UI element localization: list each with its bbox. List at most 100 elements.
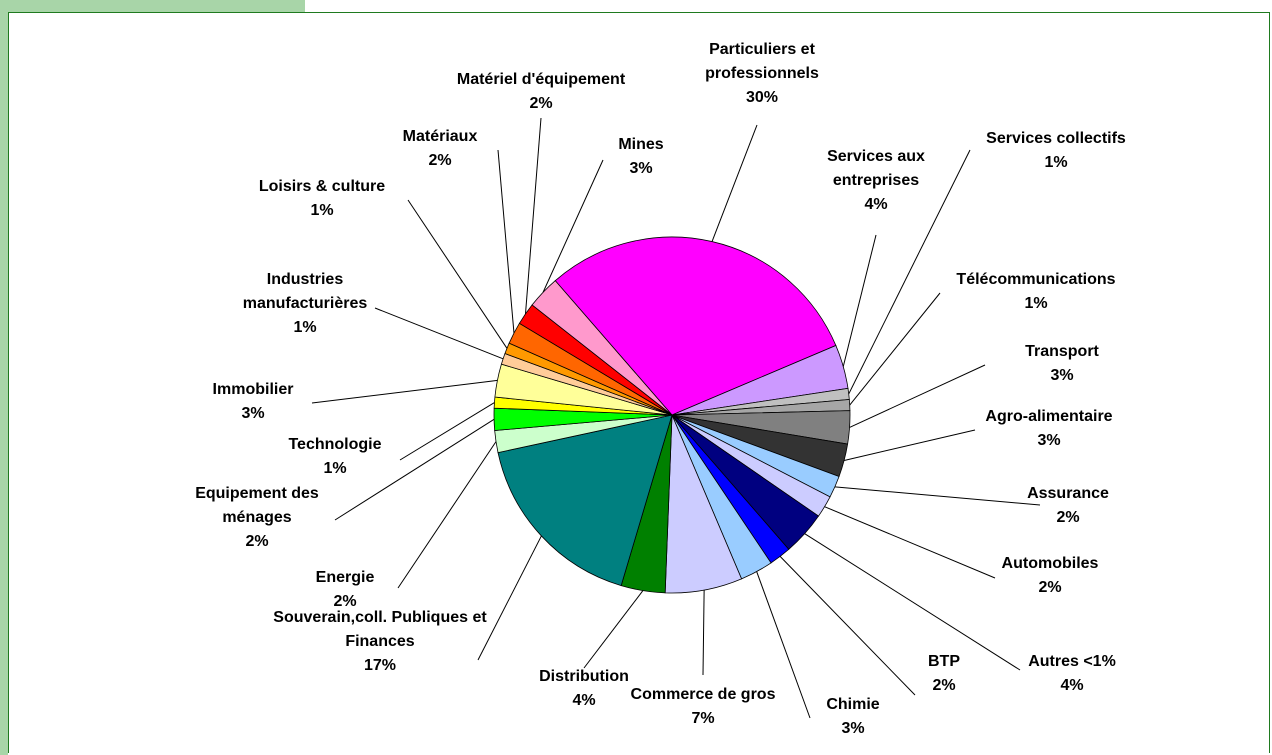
category-name: Télécommunications	[956, 271, 1116, 288]
leader-line	[399, 402, 495, 461]
leader-line	[842, 234, 877, 367]
pie-slice	[554, 236, 837, 416]
leader-line	[702, 590, 705, 676]
slice-label: Services aux entreprises 4%	[816, 145, 936, 217]
category-name: Transport	[1025, 343, 1099, 360]
value-label: 2%	[333, 593, 357, 610]
value-label: 4%	[1060, 677, 1084, 694]
slice-label: BTP 2%	[914, 650, 974, 698]
pie-slice	[531, 280, 673, 416]
category-name: Assurance	[1027, 485, 1109, 502]
category-name: Services collectifs	[986, 130, 1126, 147]
slice-label: Télécommunications 1%	[936, 268, 1136, 316]
leader-line	[779, 556, 916, 696]
value-label: 4%	[864, 196, 888, 213]
leader-line	[843, 429, 976, 461]
value-label: 4%	[572, 692, 596, 709]
slice-label: Transport 3%	[1002, 340, 1122, 388]
slice-label: Immobilier 3%	[193, 378, 313, 426]
category-name: Mines	[618, 136, 664, 153]
category-name: Equipement des ménages	[195, 485, 319, 526]
side-bar	[0, 0, 8, 755]
slice-label: Autres <1% 4%	[1012, 650, 1132, 698]
leader-line	[497, 149, 515, 334]
category-name: Services aux entreprises	[827, 148, 925, 189]
value-label: 3%	[1037, 432, 1061, 449]
value-label: 2%	[1056, 509, 1080, 526]
category-name: Commerce de gros	[630, 686, 776, 703]
value-label: 3%	[241, 405, 265, 422]
category-name: Matériaux	[402, 128, 478, 145]
slice-label: Distribution 4%	[529, 665, 639, 713]
value-label: 3%	[629, 160, 653, 177]
value-label: 1%	[293, 319, 317, 336]
category-name: Chimie	[826, 696, 880, 713]
category-name: Particuliers et professionnels	[705, 41, 819, 82]
slice-label: Technologie 1%	[275, 433, 395, 481]
slice-label: Commerce de gros 7%	[618, 683, 788, 731]
value-label: 3%	[1050, 367, 1074, 384]
slice-label: Chimie 3%	[813, 693, 893, 741]
slice-label: Industries manufacturières 1%	[220, 268, 390, 340]
value-label: 17%	[363, 657, 397, 674]
category-name: BTP	[928, 653, 960, 670]
slice-label: Equipement des ménages 2%	[177, 482, 337, 554]
frame	[8, 12, 1270, 753]
slice-label: Energie 2%	[300, 566, 390, 614]
pie-slice	[497, 414, 673, 587]
leader-line	[524, 117, 542, 314]
leader-line	[334, 418, 495, 521]
category-name: Agro-alimentaire	[985, 408, 1113, 425]
value-label: 1%	[1024, 295, 1048, 312]
slice-label: Particuliers et professionnels 30%	[687, 38, 837, 110]
category-name: Technologie	[288, 436, 382, 453]
leader-line	[711, 124, 758, 242]
value-label: 7%	[691, 710, 715, 727]
value-label: 2%	[428, 152, 452, 169]
slice-label: Matériaux 2%	[390, 125, 490, 173]
value-label: 1%	[310, 202, 334, 219]
leader-line	[542, 159, 604, 293]
category-name: Industries manufacturières	[242, 271, 368, 312]
slice-label: Agro-alimentaire 3%	[969, 405, 1129, 453]
slice-label: Automobiles 2%	[980, 552, 1120, 600]
leader-line	[834, 486, 1041, 506]
leader-line	[407, 199, 508, 349]
leader-line	[397, 441, 497, 589]
value-label: 2%	[1038, 579, 1062, 596]
category-name: Souverain,coll. Publiques et Finances	[273, 609, 487, 650]
slice-label: Mines 3%	[601, 133, 681, 181]
slice-label: Services collectifs 1%	[966, 127, 1146, 175]
value-label: 30%	[745, 89, 779, 106]
leader-line	[583, 590, 644, 669]
category-name: Automobiles	[1001, 555, 1099, 572]
value-label: 2%	[529, 95, 553, 112]
category-name: Loisirs & culture	[258, 178, 386, 195]
leader-line	[477, 535, 542, 661]
leader-line	[311, 379, 498, 404]
leader-line	[849, 292, 941, 406]
leader-line	[824, 506, 996, 579]
category-name: Immobilier	[212, 381, 294, 398]
slice-label: Loisirs & culture 1%	[242, 175, 402, 223]
leader-line	[804, 533, 1021, 671]
leader-line	[374, 307, 504, 360]
leader-line	[849, 364, 986, 428]
tab	[0, 0, 305, 12]
leader-line	[848, 149, 971, 395]
value-label: 2%	[932, 677, 956, 694]
slice-label: Matériel d'équipement 2%	[431, 68, 651, 116]
value-label: 3%	[841, 720, 865, 737]
value-label: 2%	[245, 533, 269, 550]
value-label: 1%	[1044, 154, 1068, 171]
leader-line	[756, 571, 811, 719]
category-name: Autres <1%	[1028, 653, 1116, 670]
category-name: Energie	[315, 569, 375, 586]
value-label: 1%	[323, 460, 347, 477]
category-name: Distribution	[539, 668, 629, 685]
slice-label: Souverain,coll. Publiques et Finances 17%	[260, 606, 500, 678]
slice-label: Assurance 2%	[1008, 482, 1128, 530]
category-name: Matériel d'équipement	[456, 71, 626, 88]
